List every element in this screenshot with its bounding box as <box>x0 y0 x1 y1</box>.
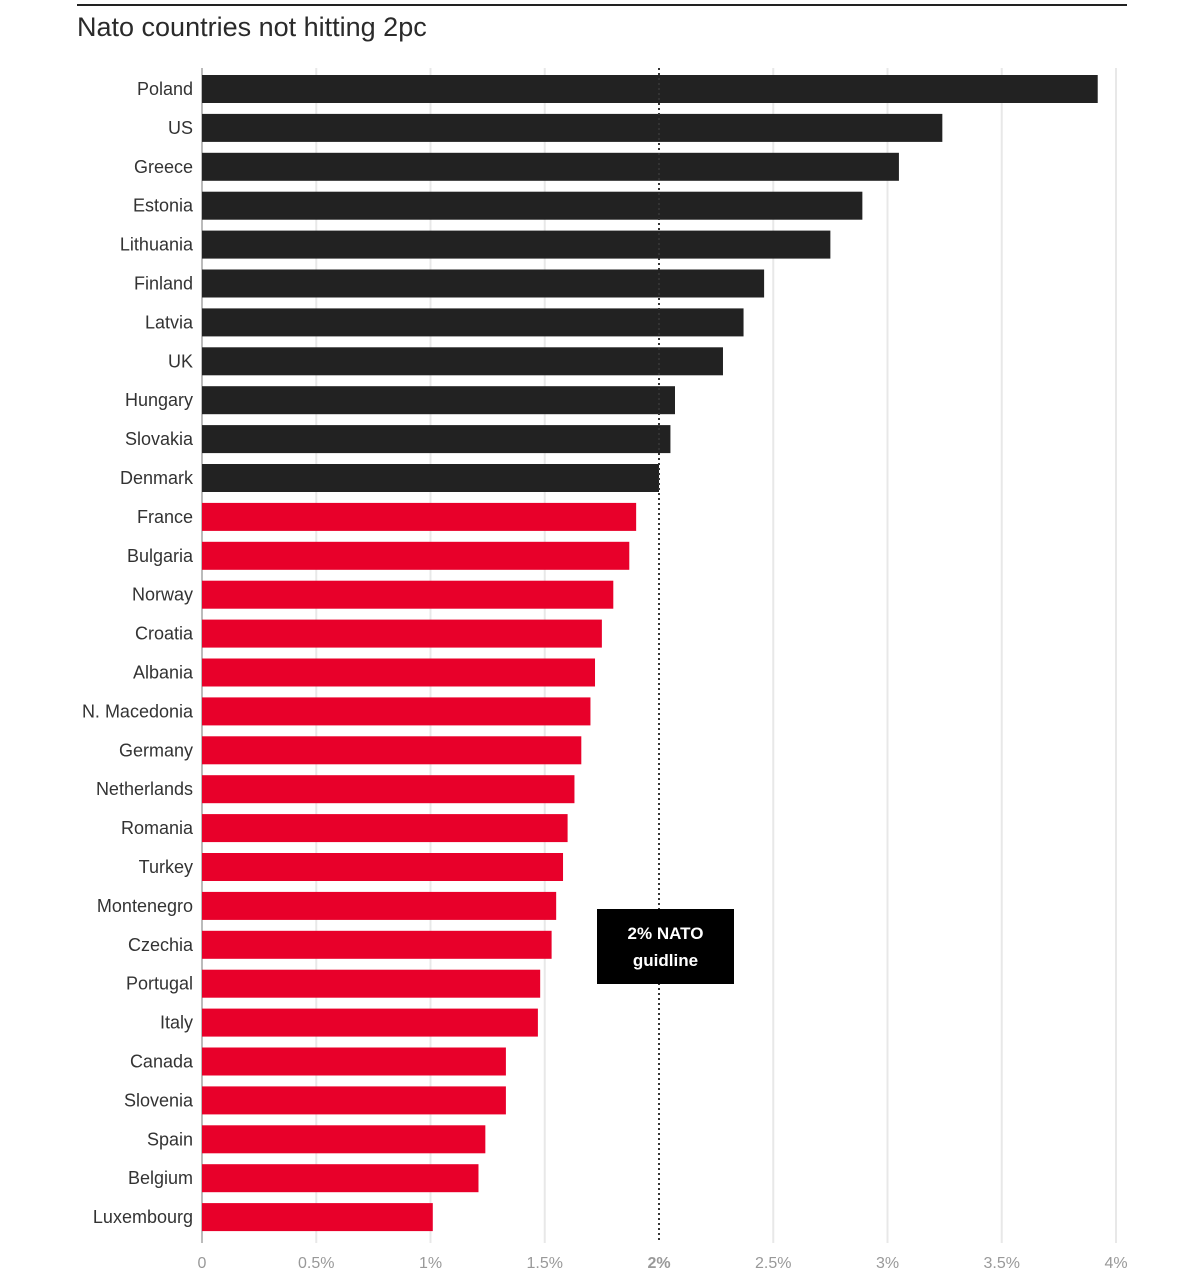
x-tick-label: 3.5% <box>984 1255 1020 1272</box>
annotation-line-1: 2% NATO <box>628 924 704 943</box>
category-label: Luxembourg <box>93 1207 193 1227</box>
x-tick-label: 3% <box>876 1255 899 1272</box>
category-label: Bulgaria <box>127 546 194 566</box>
x-tick-label: 0.5% <box>298 1255 334 1272</box>
bar-layer <box>202 75 1098 1232</box>
x-tick-label: 0 <box>198 1255 207 1272</box>
annotation-line-2: guidline <box>633 951 698 970</box>
category-label: Lithuania <box>120 235 194 255</box>
bar <box>202 191 863 220</box>
category-label: Norway <box>132 585 193 605</box>
category-label: Romania <box>121 818 194 838</box>
category-label: Spain <box>147 1129 193 1149</box>
bar <box>202 1164 479 1193</box>
bar <box>202 891 557 920</box>
category-label: Slovenia <box>124 1090 194 1110</box>
bar <box>202 1203 433 1232</box>
bar <box>202 658 596 687</box>
category-label: France <box>137 507 193 527</box>
category-label: Slovakia <box>125 429 194 449</box>
bar <box>202 502 637 531</box>
category-label: Belgium <box>128 1168 193 1188</box>
category-label: Latvia <box>145 312 194 332</box>
x-tick-label: 4% <box>1104 1255 1127 1272</box>
category-label: Montenegro <box>97 896 193 916</box>
category-label: Portugal <box>126 974 193 994</box>
bar <box>202 152 899 181</box>
chart-title: Nato countries not hitting 2pc <box>77 12 427 42</box>
category-label: Albania <box>133 663 194 683</box>
bar <box>202 1125 486 1154</box>
category-label: Denmark <box>120 468 194 488</box>
category-label: Poland <box>137 79 193 99</box>
bar <box>202 541 630 570</box>
category-label: Turkey <box>139 857 193 877</box>
bar <box>202 969 541 998</box>
bar <box>202 1086 506 1115</box>
bar <box>202 269 765 298</box>
threshold-annotation: 2% NATO guidline <box>597 909 734 984</box>
bar <box>202 308 744 337</box>
category-label: Germany <box>119 740 193 760</box>
bar <box>202 736 582 765</box>
bar <box>202 775 575 804</box>
bar <box>202 386 675 415</box>
bar <box>202 113 943 142</box>
bar <box>202 814 568 843</box>
category-label: Czechia <box>128 935 194 955</box>
x-tick-label: 1% <box>419 1255 442 1272</box>
category-label: Croatia <box>135 624 194 644</box>
category-label: Netherlands <box>96 779 193 799</box>
bar <box>202 230 831 259</box>
bar <box>202 347 723 376</box>
x-tick-label: 2.5% <box>755 1255 791 1272</box>
x-tick-label: 1.5% <box>527 1255 563 1272</box>
x-tick-label: 2% <box>647 1255 670 1272</box>
category-label: Italy <box>160 1013 193 1033</box>
annotation-box <box>597 909 734 984</box>
bar <box>202 619 602 648</box>
bar <box>202 1008 538 1037</box>
category-label: N. Macedonia <box>82 701 194 721</box>
category-label: Estonia <box>133 196 194 216</box>
bar <box>202 930 552 959</box>
bar <box>202 464 659 492</box>
bar <box>202 580 614 609</box>
bar <box>202 75 1098 103</box>
category-labels: Poland US Greece Estonia Lithuania Finland Lat… <box>82 79 194 1227</box>
category-label: Canada <box>130 1052 194 1072</box>
bar <box>202 853 564 881</box>
category-label: UK <box>168 351 193 371</box>
category-label: US <box>168 118 193 138</box>
bar <box>202 697 591 726</box>
category-label: Greece <box>134 157 193 177</box>
grid-layer <box>201 68 1117 1243</box>
bar <box>202 1047 506 1076</box>
x-axis-ticks: 0 0.5% 1% 1.5% 2% 2.5% 3% 3.5% 4% <box>198 1255 1128 1272</box>
title-rule <box>77 4 1127 6</box>
bar <box>202 425 671 454</box>
category-label: Hungary <box>125 390 193 410</box>
category-label: Finland <box>134 274 193 294</box>
